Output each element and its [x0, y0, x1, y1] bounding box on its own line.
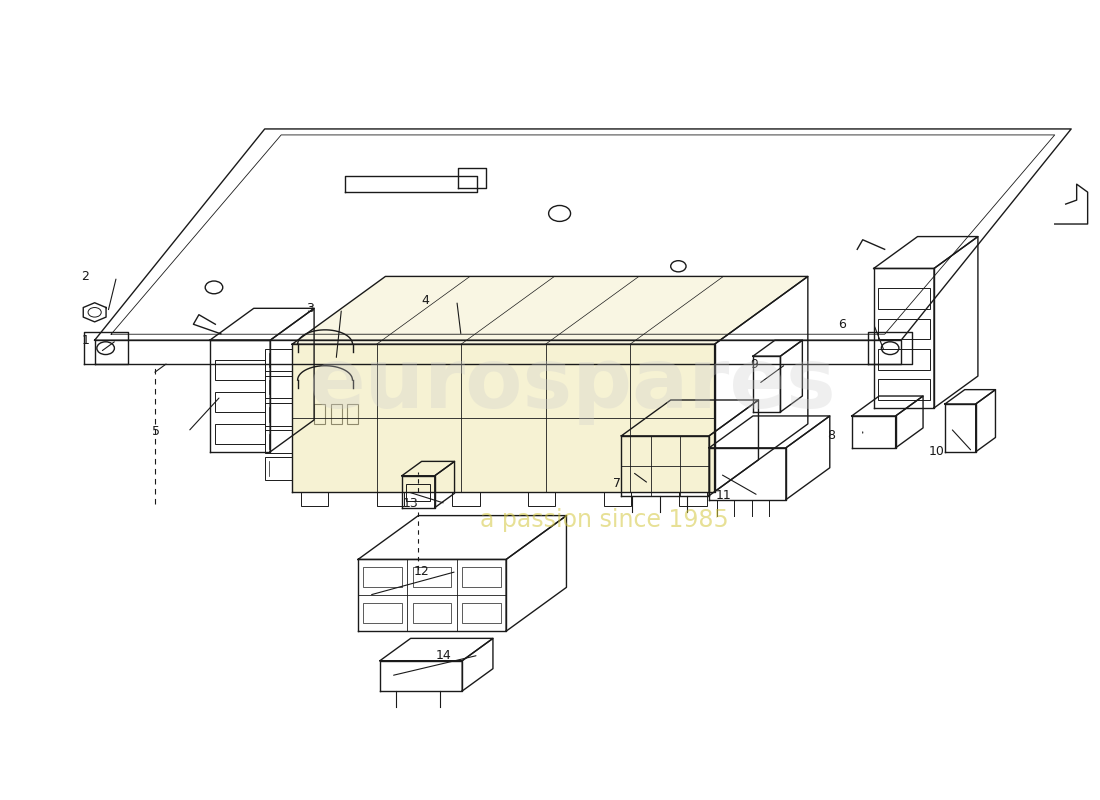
Text: 11: 11 — [715, 489, 732, 502]
Bar — [265, 349, 293, 371]
Text: 10: 10 — [930, 446, 945, 458]
Bar — [265, 458, 293, 480]
Text: 2: 2 — [81, 270, 89, 283]
Text: 9: 9 — [750, 358, 759, 370]
Text: 5: 5 — [153, 426, 161, 438]
Bar — [528, 492, 556, 506]
Text: 7: 7 — [614, 478, 622, 490]
Bar — [406, 484, 430, 502]
Text: a passion since 1985: a passion since 1985 — [481, 507, 729, 531]
Bar — [878, 318, 930, 339]
Bar — [216, 392, 265, 412]
Bar — [462, 603, 501, 623]
Text: 4: 4 — [421, 294, 429, 307]
Polygon shape — [293, 277, 807, 344]
Text: 1: 1 — [81, 334, 89, 346]
Bar — [346, 404, 358, 424]
Bar — [604, 492, 631, 506]
Bar — [265, 430, 293, 453]
Bar — [878, 349, 930, 370]
Bar — [412, 603, 451, 623]
Bar — [301, 492, 329, 506]
Text: 6: 6 — [838, 318, 846, 330]
Bar — [680, 492, 707, 506]
Bar — [878, 379, 930, 400]
Text: 8: 8 — [827, 430, 835, 442]
Bar — [363, 567, 402, 587]
Bar — [216, 424, 265, 444]
Text: 14: 14 — [436, 649, 451, 662]
Bar — [878, 288, 930, 309]
Bar — [376, 492, 404, 506]
Bar — [315, 404, 326, 424]
Bar — [265, 403, 293, 426]
Text: eurospares: eurospares — [308, 343, 836, 425]
Text: 13: 13 — [403, 497, 418, 510]
Bar — [363, 603, 402, 623]
Bar — [412, 567, 451, 587]
Bar — [452, 492, 480, 506]
Polygon shape — [293, 344, 715, 492]
Text: 12: 12 — [414, 565, 429, 578]
Text: 3: 3 — [306, 302, 315, 315]
Bar — [265, 376, 293, 398]
Bar — [216, 360, 265, 380]
Bar — [331, 404, 341, 424]
Bar — [462, 567, 501, 587]
